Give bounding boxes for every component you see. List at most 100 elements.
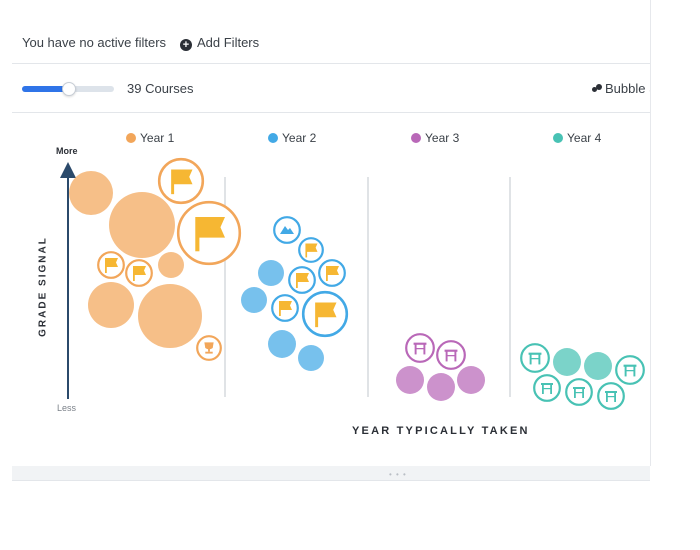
gate-post <box>538 353 541 365</box>
gate-post <box>414 343 417 355</box>
gate-bar <box>573 387 585 389</box>
slider-thumb[interactable] <box>62 82 76 96</box>
course-bubble[interactable] <box>533 374 561 402</box>
course-bubble[interactable] <box>615 355 645 385</box>
resize-grip-icon[interactable]: • • • <box>389 470 407 479</box>
bubble-circle <box>69 171 113 215</box>
flag-pole <box>133 266 135 281</box>
course-bubble[interactable] <box>298 237 324 263</box>
course-bubble[interactable] <box>196 335 222 361</box>
course-bubble[interactable] <box>436 340 466 370</box>
add-filters-label: Add Filters <box>197 35 260 50</box>
course-bubble[interactable] <box>288 266 316 294</box>
flag-cloth <box>173 169 193 185</box>
mountain-shape <box>280 226 294 234</box>
course-bubble[interactable] <box>301 290 349 338</box>
bubble-circle <box>396 366 424 394</box>
bubble-circle <box>584 352 612 380</box>
legend-label: Year 1 <box>140 131 175 145</box>
course-bubble[interactable] <box>258 260 284 286</box>
gate-icon <box>605 391 617 402</box>
gate-rail <box>446 355 456 357</box>
course-bubble[interactable] <box>273 216 301 244</box>
course-bubble[interactable] <box>241 287 267 313</box>
gate-post <box>614 392 616 402</box>
x-axis-title: YEAR TYPICALLY TAKEN <box>352 425 530 437</box>
slider-fill <box>22 86 68 92</box>
legend-dot <box>411 133 421 143</box>
legend-label: Year 2 <box>282 131 317 145</box>
flag-cloth <box>280 301 292 310</box>
gate-icon <box>623 364 637 377</box>
gate-bar <box>528 352 542 355</box>
bubble-circle <box>457 366 485 394</box>
course-bubble[interactable] <box>396 366 424 394</box>
course-bubble[interactable] <box>298 345 324 371</box>
course-bubble[interactable] <box>138 284 202 348</box>
course-bubble[interactable] <box>268 330 296 358</box>
course-bubble[interactable] <box>318 259 346 287</box>
flag-cloth <box>317 302 337 318</box>
bubble-plot <box>60 157 645 410</box>
resize-strip[interactable]: • • • <box>12 466 650 481</box>
course-bubble[interactable] <box>125 259 153 287</box>
trophy-cup <box>204 342 214 350</box>
course-bubble[interactable] <box>553 348 581 376</box>
course-bubble[interactable] <box>584 352 612 380</box>
course-bubble[interactable] <box>158 252 184 278</box>
gate-rail <box>415 348 425 350</box>
legend-label: Year 3 <box>425 131 460 145</box>
bubble-circle <box>427 373 455 401</box>
course-bubble[interactable] <box>520 343 550 373</box>
bubble-chart: Year 1 Year 2 Year 3 Year 4 More Less GR… <box>12 113 650 465</box>
filter-bar: You have no active filters + Add Filters <box>12 27 650 64</box>
course-bubble[interactable] <box>157 157 205 205</box>
flag-icon <box>105 258 118 273</box>
course-bubble[interactable] <box>457 366 485 394</box>
gate-bar <box>541 383 553 385</box>
legend-year-1[interactable]: Year 1 <box>126 131 174 145</box>
legend-label: Year 4 <box>567 131 602 145</box>
trophy-icon <box>204 342 214 354</box>
legend-year-2[interactable]: Year 2 <box>268 131 316 145</box>
gate-icon <box>573 387 585 398</box>
flag-pole <box>296 273 298 288</box>
gate-rail <box>530 358 540 360</box>
course-bubble[interactable] <box>176 200 242 266</box>
flag-cloth <box>106 258 118 267</box>
y-axis-bottom-label: Less <box>57 403 77 413</box>
course-bubble[interactable] <box>97 251 125 279</box>
gate-post <box>606 392 608 402</box>
course-slider[interactable] <box>22 82 114 96</box>
course-bubble[interactable] <box>69 171 113 215</box>
course-bubble[interactable] <box>565 378 593 406</box>
gate-rail <box>607 396 615 398</box>
bubble-circle <box>241 287 267 313</box>
gate-post <box>542 384 544 394</box>
course-bubble[interactable] <box>405 333 435 363</box>
course-bubble[interactable] <box>271 294 299 322</box>
course-bubble[interactable] <box>427 373 455 401</box>
bubble-circle <box>158 252 184 278</box>
plus-icon: + <box>180 39 192 51</box>
legend-year-3[interactable]: Year 3 <box>411 131 459 145</box>
bubble-view-label: Bubble S <box>605 81 650 96</box>
flag-cloth <box>134 266 146 275</box>
course-bubble[interactable] <box>88 282 134 328</box>
flag-icon <box>171 169 193 195</box>
bubble-circle <box>258 260 284 286</box>
gate-icon <box>444 349 458 362</box>
bubble-view-toggle[interactable]: Bubble S <box>592 81 650 96</box>
flag-cloth <box>327 266 339 275</box>
bubble-circle <box>88 282 134 328</box>
flag-icon <box>326 266 339 281</box>
add-filters-button[interactable]: + Add Filters <box>180 35 259 51</box>
course-bubble[interactable] <box>109 192 175 258</box>
legend-year-4[interactable]: Year 4 <box>553 131 601 145</box>
flag-pole <box>195 217 200 252</box>
course-bubble[interactable] <box>597 382 625 410</box>
gate-bar <box>444 349 458 352</box>
bubble-circle <box>268 330 296 358</box>
bubble-circle <box>553 348 581 376</box>
legend-dot <box>553 133 563 143</box>
